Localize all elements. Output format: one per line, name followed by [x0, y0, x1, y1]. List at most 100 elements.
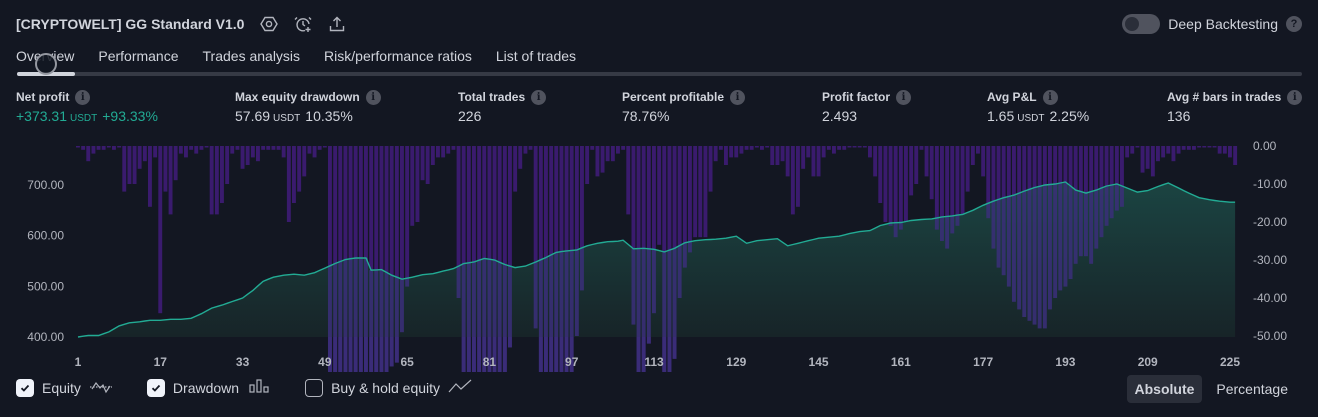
drawdown-bar-overlay	[559, 251, 564, 372]
info-icon[interactable]: i	[730, 89, 746, 105]
drawdown-bar	[1135, 146, 1140, 148]
settings-button[interactable]	[260, 15, 279, 33]
tab-trades-analysis[interactable]: Trades analysis	[202, 48, 301, 64]
drawdown-bar-overlay	[991, 201, 996, 249]
drawdown-bar	[472, 146, 476, 372]
drawdown-bar-overlay	[338, 261, 343, 372]
drawdown-bar-overlay	[1109, 185, 1114, 219]
drawdown-bar-overlay	[667, 250, 672, 372]
chart-canvas[interactable]: 400.00 500.00 600.00 700.00 0.00 -10.00 -20.0…	[0, 136, 1318, 372]
info-icon[interactable]: i	[1287, 89, 1303, 105]
export-button[interactable]	[328, 15, 346, 33]
summary-stats: Net profit i +373.31 USDT +93.33% Max equit…	[0, 89, 1318, 129]
drawdown-bar	[292, 146, 296, 203]
drawdown-bar-overlay	[1053, 184, 1058, 298]
legend-equity[interactable]: Equity	[16, 378, 113, 397]
x-axis-tick-label: 1	[75, 355, 82, 369]
drawdown-bar	[832, 146, 836, 154]
drawdown-bar	[513, 146, 518, 192]
add-alert-button[interactable]	[294, 15, 312, 33]
drawdown-bar	[132, 146, 137, 184]
stat-label: Profit factor	[822, 90, 891, 104]
legend-drawdown[interactable]: Drawdown	[146, 378, 271, 397]
drawdown-checkbox[interactable]	[146, 378, 165, 397]
drawdown-bar-overlay	[369, 270, 374, 372]
drawdown-bar	[441, 146, 446, 158]
drawdown-bar	[698, 146, 703, 238]
drawdown-bar-overlay	[1017, 193, 1022, 310]
tab-scrollbar[interactable]	[17, 72, 1302, 76]
drawdown-bar	[497, 146, 502, 372]
drawdown-bar	[96, 146, 101, 150]
drawdown-bar	[184, 146, 188, 158]
drawdown-bar	[1212, 146, 1217, 148]
drawdown-bar	[976, 146, 980, 154]
drawdown-bar	[734, 146, 739, 158]
drawdown-bar-overlay	[641, 248, 646, 372]
drawdown-bar-overlay	[497, 262, 502, 372]
tab-risk-performance-ratios[interactable]: Risk/performance ratios	[324, 48, 472, 64]
deep-backtesting: Deep Backtesting ?	[1122, 14, 1302, 34]
equity-checkbox[interactable]	[16, 378, 34, 397]
x-axis-tick-label: 113	[644, 355, 664, 369]
tab-performance[interactable]: Performance	[98, 48, 179, 64]
drawdown-bar	[893, 146, 898, 238]
drawdown-bar-overlay	[472, 262, 476, 372]
info-icon[interactable]: i	[896, 89, 912, 105]
drawdown-bar	[214, 146, 219, 215]
drawdown-bar	[338, 146, 343, 372]
drawdown-bar	[739, 146, 744, 154]
legend-label: Equity	[42, 379, 81, 396]
drawdown-bar	[1114, 146, 1119, 211]
info-icon[interactable]: i	[1042, 89, 1058, 105]
drawdown-bar	[852, 146, 857, 148]
stat-percent: 10.35%	[305, 108, 353, 124]
drawdown-bar-overlay	[456, 266, 461, 298]
legend-buy-hold-equity[interactable]: Buy & hold equity	[305, 378, 472, 397]
drawdown-bar	[389, 146, 394, 367]
stat-total-trades: Total trades i 226	[458, 89, 547, 124]
drawdown-bars-overlay-layer	[328, 182, 1124, 372]
info-icon[interactable]: i	[531, 89, 547, 105]
info-icon[interactable]: i	[75, 89, 91, 105]
drawdown-bar	[148, 146, 152, 207]
x-axis-tick-label: 17	[154, 355, 168, 369]
drawdown-bar-overlay	[482, 258, 487, 372]
stat-value: 78.76%	[622, 108, 670, 124]
drawdown-bar	[240, 146, 245, 169]
absolute-button[interactable]: Absolute	[1126, 375, 1203, 403]
drawdown-bar-overlay	[487, 259, 492, 372]
drawdown-bar-overlay	[400, 279, 404, 333]
drawdown-bar-overlay	[569, 250, 574, 372]
help-icon[interactable]: ?	[1286, 16, 1302, 32]
drawdown-bar	[106, 146, 111, 148]
checkmark-icon	[20, 384, 30, 392]
drawdown-bar-overlay	[688, 241, 692, 253]
info-icon[interactable]: i	[365, 89, 381, 105]
buy-hold-checkbox[interactable]	[305, 378, 324, 397]
right-axis-tick-label: -10.00	[1253, 177, 1287, 191]
drawdown-bar-overlay	[358, 258, 363, 372]
drawdown-bar	[328, 146, 332, 372]
drawdown-bar	[189, 146, 194, 150]
drawdown-bar-overlay	[636, 248, 641, 372]
drawdown-bar	[600, 146, 605, 173]
stat-unit: USDT	[273, 113, 301, 124]
tab-list-of-trades[interactable]: List of trades	[495, 48, 577, 64]
mouse-cursor	[35, 53, 57, 75]
drawdown-bar	[1109, 146, 1114, 219]
drawdown-bar	[1186, 146, 1191, 150]
percentage-button[interactable]: Percentage	[1216, 381, 1288, 397]
drawdown-bar	[770, 146, 775, 165]
drawdown-bar	[518, 146, 523, 169]
drawdown-bar-overlay	[955, 215, 960, 226]
drawdown-bar-overlay	[945, 216, 950, 249]
deep-backtesting-toggle[interactable]	[1122, 14, 1161, 34]
drawdown-bar	[760, 146, 764, 150]
equity-drawdown-chart[interactable]: 400.00 500.00 600.00 700.00 0.00 -10.00 -20.0…	[0, 136, 1318, 372]
drawdown-bar-overlay	[580, 247, 584, 291]
drawdown-bar	[965, 146, 970, 192]
drawdown-bar	[400, 146, 404, 333]
drawdown-bars-icon	[247, 378, 271, 397]
drawdown-bar	[405, 146, 410, 287]
